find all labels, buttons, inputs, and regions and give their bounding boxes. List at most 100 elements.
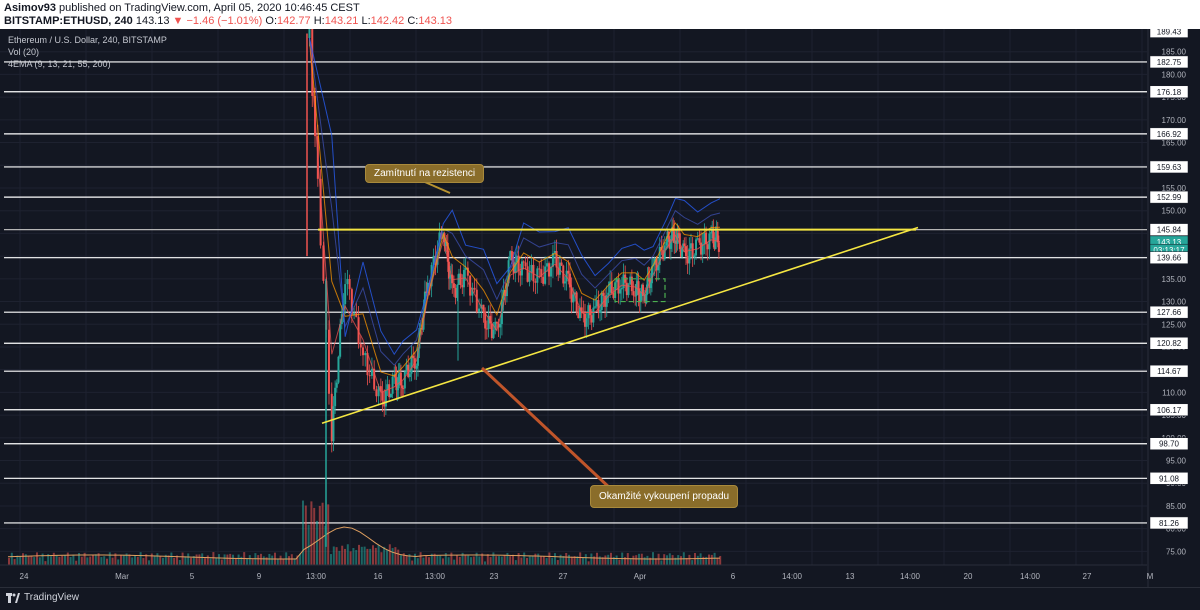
candle-body	[487, 315, 490, 329]
candle-body	[557, 267, 560, 275]
candle-body	[514, 262, 517, 273]
candle-body	[609, 281, 612, 293]
volume-bar	[593, 556, 596, 565]
volume-bar	[10, 552, 13, 565]
volume-bar	[638, 553, 640, 565]
price-badge-label: 145.84	[1157, 226, 1182, 235]
volume-bar	[97, 553, 100, 565]
volume-bar	[646, 555, 649, 565]
volume-bar	[489, 557, 492, 565]
volume-bar	[405, 555, 408, 565]
volume-bar	[419, 552, 422, 565]
price-badge-label: 120.82	[1157, 339, 1182, 348]
volume-bar	[467, 555, 470, 565]
candle-body	[650, 266, 653, 284]
volume-bar	[181, 552, 184, 565]
tradingview-logo[interactable]: TradingView	[6, 592, 79, 603]
candle-body	[632, 291, 635, 296]
volume-bar	[128, 554, 131, 565]
volume-bar	[38, 557, 41, 565]
candle-body	[597, 300, 600, 313]
volume-bar	[598, 556, 601, 565]
volume-bar	[582, 557, 584, 565]
price-badge	[1149, 160, 1189, 174]
time-tick-label: Apr	[634, 572, 647, 581]
candle-body	[604, 295, 607, 307]
volume-bar	[204, 558, 206, 565]
candle-body	[558, 262, 561, 275]
ema-line	[308, 38, 721, 377]
volume-bar	[139, 552, 142, 565]
candle-body	[499, 324, 502, 328]
author-name[interactable]: Asimov93	[4, 2, 56, 14]
volume-bar	[279, 555, 282, 565]
volume-bar	[100, 557, 103, 565]
price-change: ▼ −1.46 (−1.01%)	[172, 15, 263, 27]
candle-body	[678, 233, 681, 250]
ema-line	[308, 37, 721, 356]
candle-body	[589, 305, 592, 316]
volume-bar	[184, 556, 187, 565]
price-badge	[1149, 336, 1189, 350]
volume-bar	[604, 555, 607, 565]
volume-bar	[92, 555, 94, 565]
candle-body	[403, 371, 406, 389]
candle-body	[334, 387, 337, 407]
volume-bar	[117, 559, 120, 565]
candle-body	[587, 305, 590, 319]
volume-bar	[492, 552, 495, 565]
volume-bar	[366, 548, 369, 565]
callout-buyback-arrow	[480, 366, 614, 492]
volume-bar	[30, 556, 33, 565]
volume-bar	[296, 555, 299, 565]
volume-bar	[615, 555, 618, 565]
volume-bar	[355, 549, 358, 565]
price-badge-label: 127.66	[1157, 308, 1182, 317]
candle-body	[410, 355, 413, 374]
volume-bar	[58, 556, 61, 565]
volume-bar	[475, 552, 478, 565]
volume-bar	[150, 553, 153, 565]
candle-body	[319, 178, 322, 246]
candle-body	[478, 308, 481, 312]
price-tick-label: 95.00	[1166, 457, 1187, 466]
volume-bar	[338, 550, 341, 565]
consolidation-box	[614, 278, 666, 303]
candle-body	[408, 373, 411, 377]
volume-bar	[251, 559, 254, 565]
volume-bar	[565, 552, 568, 565]
high-value: 143.21	[324, 15, 359, 27]
volume-bar	[556, 560, 559, 565]
volume-bar	[562, 556, 565, 565]
volume-bar	[540, 556, 542, 565]
volume-bar	[450, 552, 453, 565]
publish-line: Asimov93 published on TradingView.com, A…	[4, 2, 360, 14]
candle-body	[346, 279, 349, 285]
volume-bar	[702, 556, 705, 565]
volume-bar	[458, 556, 461, 565]
volume-bar	[212, 552, 215, 565]
candle-body	[717, 242, 720, 252]
candle-body	[402, 388, 405, 390]
candle-body	[705, 232, 708, 245]
volume-bar	[156, 553, 159, 565]
volume-bar	[248, 555, 251, 565]
price-badge	[1149, 85, 1189, 99]
volume-bar	[142, 558, 145, 565]
candle-body	[386, 384, 389, 391]
candle-body	[339, 324, 342, 357]
candle-body	[370, 368, 373, 376]
volume-bar	[327, 504, 330, 565]
time-tick-label: 9	[257, 572, 262, 581]
candle-body	[459, 273, 462, 286]
volume-bar	[397, 549, 400, 565]
candle-body	[443, 233, 446, 247]
candle-body	[562, 265, 565, 284]
volume-bar	[416, 558, 419, 565]
volume-bar	[332, 546, 335, 565]
candle-body	[565, 270, 568, 282]
volume-bar	[400, 555, 402, 565]
volume-bar	[374, 547, 377, 565]
candle-body	[515, 255, 518, 263]
candle-body	[572, 294, 575, 303]
